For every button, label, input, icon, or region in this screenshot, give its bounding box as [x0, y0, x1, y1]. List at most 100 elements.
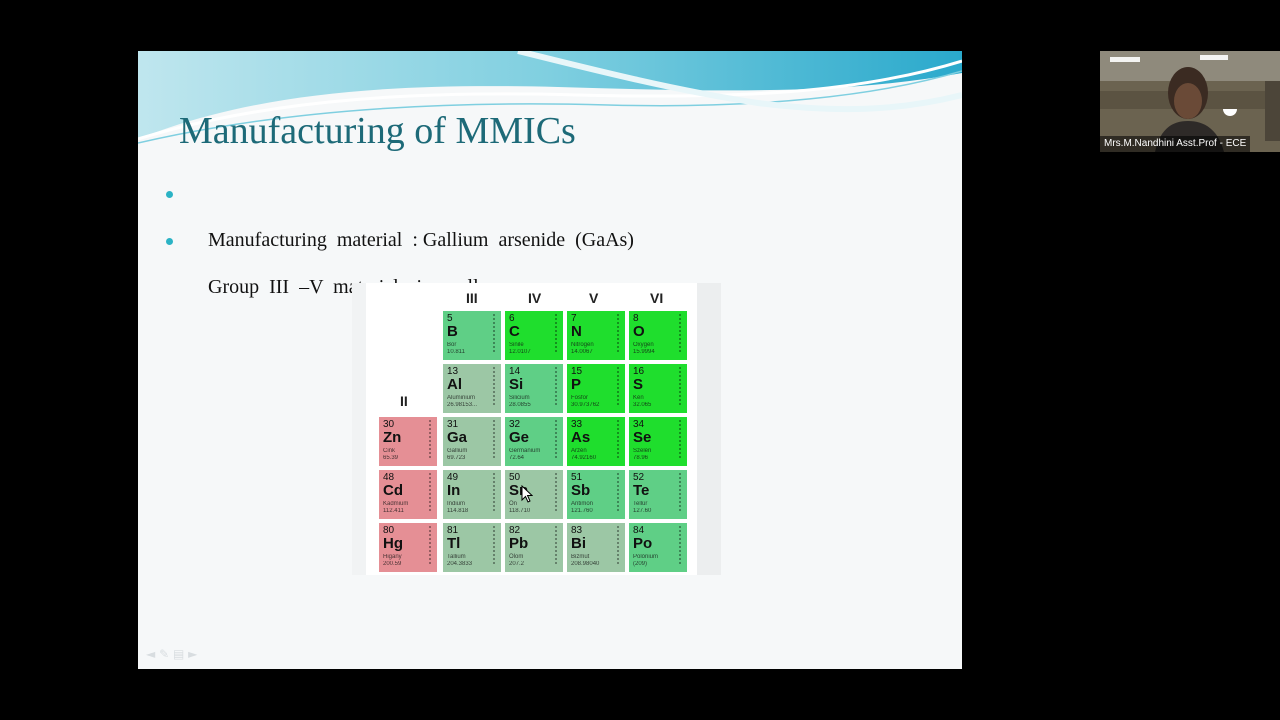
element-cell-sb: 51 Sb Antimon 121.760 — [567, 470, 625, 519]
element-name: Nitrogen — [571, 342, 594, 348]
next-icon[interactable]: ► — [188, 647, 198, 661]
element-number: 82 — [509, 525, 521, 536]
element-name: Ón — [509, 501, 518, 507]
element-cell-bi: 83 Bi Bizmut 208.98040 — [567, 523, 625, 572]
element-number: 80 — [383, 525, 395, 536]
element-symbol: Hg — [383, 535, 403, 552]
element-weight: 127.60 — [633, 508, 652, 514]
element-symbol: Sb — [571, 482, 591, 499]
element-number: 83 — [571, 525, 583, 536]
element-weight: 78.96 — [633, 455, 649, 461]
element-weight: 15.9994 — [633, 349, 655, 355]
element-cell-b: 5 B Bor 10.811 — [443, 311, 501, 360]
element-symbol: Cd — [383, 482, 403, 499]
pen-icon[interactable]: ✎ — [159, 647, 170, 661]
element-cell-tl: 81 Tl Tallium 204.3833 — [443, 523, 501, 572]
electron-shell-marks — [493, 420, 498, 458]
element-weight: 28.0855 — [509, 402, 531, 408]
electron-shell-marks — [555, 526, 560, 564]
presentation-slide: Manufacturing of MMICs Manufacturing mat… — [138, 51, 962, 669]
electron-shell-marks — [429, 526, 434, 564]
slide-nav-controls[interactable]: ◄ ✎ ▤ ► — [146, 647, 197, 661]
element-cell-pb: 82 Pb Ólom 207.2 — [505, 523, 563, 572]
electron-shell-marks — [679, 367, 684, 405]
element-name: Germanium — [509, 448, 541, 454]
group-label-iv: IV — [528, 290, 542, 306]
element-number: 30 — [383, 419, 395, 430]
element-weight: 12.0107 — [509, 349, 531, 355]
element-name: Arzén — [571, 448, 587, 454]
electron-shell-marks — [617, 526, 622, 564]
element-number: 33 — [571, 419, 583, 430]
element-symbol: N — [571, 323, 582, 340]
element-number: 48 — [383, 472, 395, 483]
electron-shell-marks — [493, 473, 498, 511]
element-number: 16 — [633, 366, 645, 377]
electron-shell-marks — [679, 526, 684, 564]
electron-shell-marks — [555, 314, 560, 352]
element-symbol: B — [447, 323, 458, 340]
element-symbol: Pb — [509, 535, 529, 552]
element-number: 81 — [447, 525, 459, 536]
element-name: Sinile — [509, 342, 524, 348]
electron-shell-marks — [617, 367, 622, 405]
electron-shell-marks — [617, 420, 622, 458]
element-weight: 72.64 — [509, 455, 525, 461]
element-weight: 208.98040 — [571, 561, 600, 567]
prev-icon[interactable]: ◄ — [146, 647, 156, 661]
electron-shell-marks — [679, 314, 684, 352]
webcam-video-feed — [1100, 51, 1280, 152]
element-cell-se: 34 Se Szelén 78.96 — [629, 417, 687, 466]
element-cell-ga: 31 Ga Gallium 69.723 — [443, 417, 501, 466]
element-name: Gallium — [447, 448, 468, 454]
element-symbol: Po — [633, 535, 653, 552]
slide-title: Manufacturing of MMICs — [179, 110, 576, 152]
element-weight: 26.98153... — [447, 402, 478, 408]
element-number: 6 — [509, 313, 515, 324]
element-weight: 204.3833 — [447, 561, 473, 567]
element-symbol: Zn — [383, 429, 402, 446]
bullet-dot — [166, 238, 173, 245]
element-number: 31 — [447, 419, 459, 430]
element-cell-ge: 32 Ge Germanium 72.64 — [505, 417, 563, 466]
element-symbol: Se — [633, 429, 652, 446]
electron-shell-marks — [617, 314, 622, 352]
element-name: Bizmut — [571, 554, 590, 560]
electron-shell-marks — [493, 526, 498, 564]
element-name: Tellúr — [633, 501, 648, 507]
element-symbol: As — [571, 429, 591, 446]
element-name: Tallium — [447, 554, 466, 560]
element-name: Silicium — [509, 395, 530, 401]
element-cell-si: 14 Si Silicium 28.0855 — [505, 364, 563, 413]
element-number: 13 — [447, 366, 459, 377]
webcam-thumbnail[interactable]: Mrs.M.Nandhini Asst.Prof - ECE — [1100, 51, 1280, 152]
element-cell-in: 49 In Indium 114.818 — [443, 470, 501, 519]
mouse-cursor-icon — [521, 485, 533, 503]
bullet-text: Manufacturing material : Gallium arsenid… — [208, 229, 634, 251]
element-number: 15 — [571, 366, 583, 377]
element-cell-cd: 48 Cd Kadmium 112.411 — [379, 470, 437, 519]
element-name: Indium — [447, 501, 466, 507]
table-shading — [352, 283, 366, 575]
element-name: Fosfor — [571, 395, 589, 401]
element-weight: 118.710 — [509, 508, 531, 514]
element-number: 14 — [509, 366, 521, 377]
element-weight: 74.92160 — [571, 455, 597, 461]
electron-shell-marks — [493, 314, 498, 352]
element-cell-sn: 50 Sn Ón 118.710 — [505, 470, 563, 519]
element-name: Bor — [447, 342, 457, 348]
element-name: Cink — [383, 448, 396, 454]
menu-icon[interactable]: ▤ — [172, 647, 185, 661]
element-name: Kadmium — [383, 501, 409, 507]
electron-shell-marks — [429, 473, 434, 511]
element-symbol: Bi — [571, 535, 586, 552]
element-symbol: Si — [509, 376, 524, 393]
element-cell-c: 6 C Sinile 12.0107 — [505, 311, 563, 360]
element-cell-s: 16 S Kén 32.065 — [629, 364, 687, 413]
element-symbol: O — [633, 323, 645, 340]
element-symbol: Tl — [447, 535, 461, 552]
webcam-caption: Mrs.M.Nandhini Asst.Prof - ECE — [1100, 136, 1251, 152]
element-symbol: S — [633, 376, 644, 393]
element-name: Szelén — [633, 448, 652, 454]
group-label-iii: III — [466, 290, 478, 306]
